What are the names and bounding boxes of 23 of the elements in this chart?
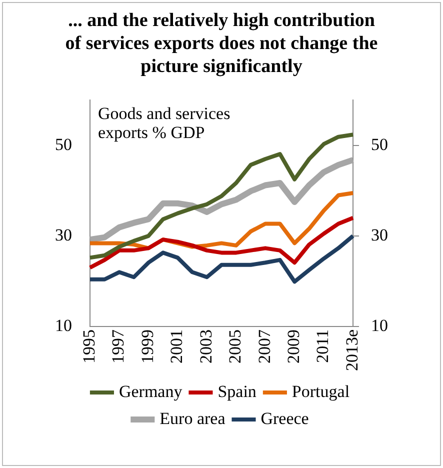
y2-tick-label: 50: [371, 134, 388, 154]
x-tick-label: 1995: [79, 329, 98, 364]
legend-label: Spain: [218, 382, 257, 401]
legend-label: Portugal: [292, 382, 350, 401]
annotation: Goods and services exports % GDP: [98, 104, 230, 142]
x-tick-label: 2009: [284, 329, 304, 364]
x-tick-label: 2005: [226, 329, 245, 364]
y-tick-label: 10: [55, 316, 72, 335]
legend-label: Greece: [260, 408, 309, 428]
x-tick-label: 2013e: [342, 329, 362, 371]
chart-title: ... and the relatively high contribution of services exports does not change the picture significantly: [64, 9, 379, 78]
x-tick-label: 2007: [254, 328, 274, 364]
y-tick-label: 30: [55, 225, 72, 244]
y2-tick-label: 10: [371, 316, 388, 335]
x-tick-label: 2003: [196, 329, 216, 364]
legend-label: Euro area: [160, 408, 226, 428]
y2-tick-label: 30: [371, 225, 388, 244]
legend-label: Germany: [118, 382, 183, 401]
y-tick-label: 50: [55, 134, 72, 154]
x-tick-label: 2001: [167, 329, 186, 364]
x-tick-label: 1999: [138, 329, 157, 364]
x-tick-label: 1997: [108, 328, 128, 364]
x-tick-label: 2011: [313, 329, 332, 363]
